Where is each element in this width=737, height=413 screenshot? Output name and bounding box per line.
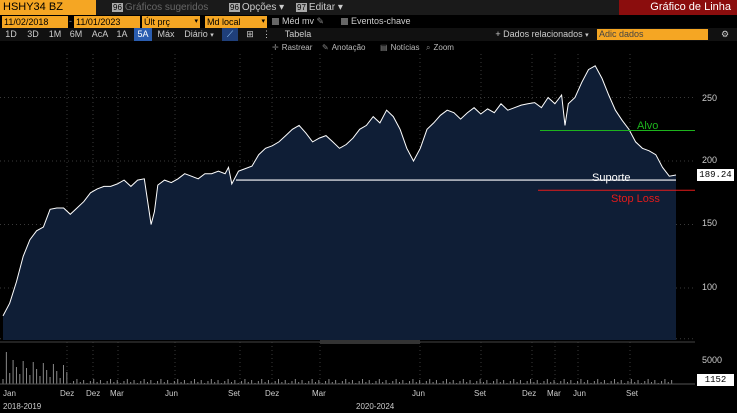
crosshair-icon: ✛ xyxy=(272,43,279,52)
more-icon[interactable]: ⋮ xyxy=(262,29,271,39)
annotation-label: Anotação xyxy=(331,43,366,52)
chevron-down-icon: ▾ xyxy=(194,18,198,25)
key-events-label: Eventos-chave xyxy=(351,16,411,26)
frequency-label: Diário xyxy=(184,29,208,39)
suggested-charts-label: Gráficos sugeridos xyxy=(124,2,209,13)
line-chart-icon[interactable]: ⟋ xyxy=(222,28,238,41)
suggested-charts-menu[interactable]: 96 Gráficos sugeridos xyxy=(112,0,208,15)
zoom-label: Zoom xyxy=(433,43,454,52)
trace-tool[interactable]: ✛ Rastrear xyxy=(272,41,312,54)
chart-options-icon[interactable]: ⚙ xyxy=(720,29,730,39)
price-line xyxy=(2,65,677,317)
ticker-field[interactable]: HSHY34 BZ Equity xyxy=(0,0,96,28)
chart-type-title: Gráfico de Linha xyxy=(619,0,737,15)
period-3d[interactable]: 3D xyxy=(27,29,39,39)
chart-settings-icon[interactable]: ⊞ xyxy=(246,29,254,39)
x-group-label: 2020-2024 xyxy=(356,402,395,411)
title-bar xyxy=(0,0,737,15)
annotation-tool[interactable]: ✎ Anotação xyxy=(322,41,366,54)
currency-field-label: Md local xyxy=(207,17,241,27)
x-tick: Mar xyxy=(312,389,326,398)
add-data-input[interactable]: Adic dados xyxy=(597,29,708,40)
options-label: Opções xyxy=(241,2,277,13)
chevron-down-icon: ▾ xyxy=(337,2,343,13)
tools-row xyxy=(0,41,737,54)
end-date-field[interactable]: 11/01/2023 xyxy=(74,16,140,28)
table-button[interactable]: Tabela xyxy=(284,29,312,39)
support-label: Suporte xyxy=(592,172,631,184)
currency-field[interactable]: Md local ▾ xyxy=(205,16,267,28)
key-events-checkbox[interactable] xyxy=(341,18,348,25)
x-tick: Dez xyxy=(522,389,537,398)
x-tick: Jun xyxy=(165,389,178,398)
news-tool[interactable]: ▤ Notícias xyxy=(380,41,419,54)
period-max[interactable]: Máx xyxy=(157,29,175,39)
x-tick: Mar xyxy=(110,389,124,398)
pane-splitter-handle xyxy=(320,340,420,344)
news-icon: ▤ xyxy=(380,43,388,52)
x-tick: Jun xyxy=(573,389,586,398)
stop-loss-label: Stop Loss xyxy=(611,193,660,205)
chevron-down-icon: ▾ xyxy=(279,2,285,13)
last-price-badge: 189.24 xyxy=(697,169,734,181)
volume-tick: 5000 xyxy=(702,355,723,365)
menu-number: 96 xyxy=(112,3,123,12)
start-date-field[interactable]: 11/02/2018 xyxy=(2,16,68,28)
plus-icon: + xyxy=(495,29,501,39)
target-label: Alvo xyxy=(637,120,659,132)
pencil-icon: ✎ xyxy=(322,43,329,52)
last-volume-badge: 1152 xyxy=(697,374,734,386)
x-tick: Dez xyxy=(265,389,280,398)
x-tick: Dez xyxy=(86,389,101,398)
trace-label: Rastrear xyxy=(281,43,313,52)
edit-label: Editar xyxy=(308,2,336,13)
period-5y[interactable]: 5A xyxy=(134,28,152,41)
frequency-select[interactable]: Diário ▾ xyxy=(181,28,217,41)
price-area xyxy=(3,65,676,341)
related-data-menu[interactable]: + Dados relacionados ▾ xyxy=(494,28,590,41)
menu-number: 97 xyxy=(296,3,307,12)
news-label: Notícias xyxy=(390,43,420,52)
price-field-label: Últ prç xyxy=(144,17,171,27)
magnifier-icon: ⌕ xyxy=(426,43,431,52)
chevron-down-icon: ▾ xyxy=(585,32,589,39)
x-tick: Mar xyxy=(547,389,561,398)
price-chart[interactable] xyxy=(0,54,737,413)
options-menu[interactable]: 96 Opções ▾ xyxy=(229,0,284,15)
y-tick-200: 200 xyxy=(702,155,718,165)
moving-average-checkbox[interactable] xyxy=(272,18,279,25)
period-6m[interactable]: 6M xyxy=(69,29,83,39)
x-tick: Jun xyxy=(412,389,425,398)
chevron-down-icon: ▾ xyxy=(261,18,265,25)
period-1m[interactable]: 1M xyxy=(48,29,62,39)
x-tick: Set xyxy=(228,389,241,398)
price-field[interactable]: Últ prç ▾ xyxy=(142,16,200,28)
x-group-label: 2018-2019 xyxy=(3,402,42,411)
pencil-icon: ✎ xyxy=(316,16,325,26)
y-tick-150: 150 xyxy=(702,218,718,228)
y-tick-250: 250 xyxy=(702,93,718,103)
x-tick: Dez xyxy=(60,389,75,398)
menu-number: 96 xyxy=(229,3,240,12)
moving-average-label: Méd mv ✎ xyxy=(282,16,325,26)
period-1y[interactable]: 1A xyxy=(116,29,128,39)
zoom-tool[interactable]: ⌕ Zoom xyxy=(426,41,454,54)
period-ytd[interactable]: AcA xyxy=(91,29,109,39)
edit-menu[interactable]: 97 Editar ▾ xyxy=(296,0,343,15)
y-tick-100: 100 xyxy=(702,282,718,292)
x-tick: Jan xyxy=(3,389,16,398)
chevron-down-icon: ▾ xyxy=(210,32,214,39)
period-row xyxy=(0,28,737,41)
x-tick: Set xyxy=(626,389,639,398)
related-data-label: Dados relacionados xyxy=(503,29,583,39)
x-tick: Set xyxy=(474,389,487,398)
date-separator: - xyxy=(69,16,72,26)
period-1d[interactable]: 1D xyxy=(5,29,17,39)
